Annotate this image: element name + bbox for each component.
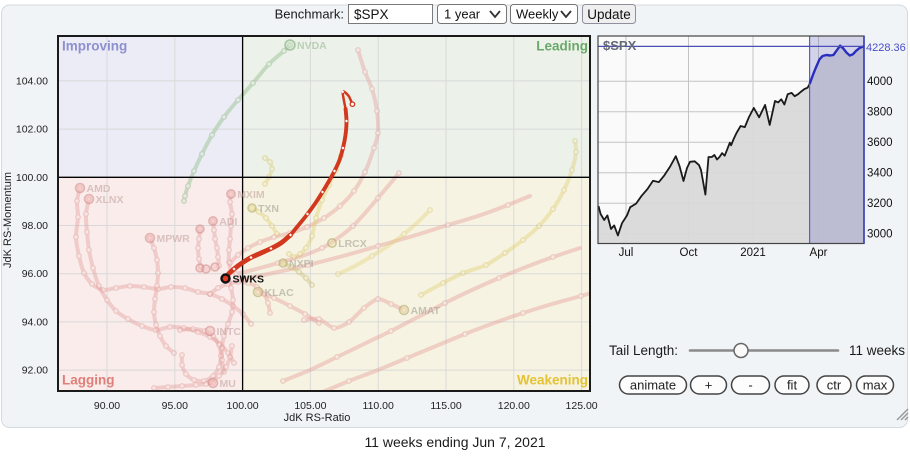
svg-text:+: + (705, 378, 713, 393)
svg-text:ctr: ctr (827, 378, 842, 393)
svg-text:Apr: Apr (810, 247, 828, 259)
svg-text:JdK RS-Ratio: JdK RS-Ratio (284, 412, 351, 424)
svg-text:Leading: Leading (536, 39, 588, 54)
svg-text:11 weeks: 11 weeks (849, 343, 905, 358)
svg-text:Improving: Improving (62, 39, 127, 54)
svg-text:Lagging: Lagging (62, 373, 115, 388)
svg-text:AMD: AMD (87, 183, 111, 195)
svg-text:92.00: 92.00 (22, 365, 48, 377)
svg-text:INTC: INTC (217, 326, 242, 338)
svg-text:3800: 3800 (867, 107, 893, 119)
svg-text:MU: MU (220, 378, 236, 390)
svg-text:96.00: 96.00 (22, 268, 48, 280)
svg-text:-: - (748, 378, 752, 393)
svg-text:3600: 3600 (867, 137, 893, 149)
svg-text:2021: 2021 (740, 247, 766, 259)
svg-text:94.00: 94.00 (22, 316, 48, 328)
svg-text:102.00: 102.00 (16, 124, 48, 136)
svg-text:Weekly: Weekly (516, 7, 559, 22)
svg-text:NXPI: NXPI (289, 258, 314, 270)
svg-text:AMAT: AMAT (411, 305, 441, 317)
svg-text:NVDA: NVDA (297, 40, 327, 52)
svg-text:KLAC: KLAC (265, 287, 295, 299)
svg-text:Benchmark:: Benchmark: (275, 7, 344, 22)
svg-text:XLNX: XLNX (96, 194, 124, 206)
svg-text:90.00: 90.00 (94, 400, 120, 412)
svg-text:3400: 3400 (867, 168, 893, 180)
svg-text:Oct: Oct (680, 247, 699, 259)
svg-text:SWKS: SWKS (233, 274, 265, 286)
svg-text:MXIM: MXIM (237, 189, 265, 201)
svg-text:TXN: TXN (258, 203, 279, 215)
svg-text:$SPX: $SPX (354, 7, 389, 22)
svg-text:104.00: 104.00 (16, 75, 48, 87)
svg-text:MPWR: MPWR (157, 233, 191, 245)
svg-text:98.00: 98.00 (22, 220, 48, 232)
svg-text:JdK RS-Momentum: JdK RS-Momentum (2, 172, 14, 268)
svg-text:Weakening: Weakening (517, 373, 588, 388)
svg-text:11 weeks ending Jun 7, 2021: 11 weeks ending Jun 7, 2021 (364, 434, 545, 450)
svg-text:120.00: 120.00 (498, 400, 530, 412)
svg-text:3200: 3200 (867, 198, 893, 210)
svg-text:LRCX: LRCX (338, 238, 367, 250)
svg-text:max: max (863, 378, 888, 393)
svg-text:105.00: 105.00 (294, 400, 326, 412)
svg-text:3000: 3000 (867, 229, 893, 241)
svg-text:Jul: Jul (619, 247, 634, 259)
svg-text:$SPX: $SPX (603, 38, 637, 53)
svg-text:Tail Length:: Tail Length: (609, 343, 678, 358)
svg-text:110.00: 110.00 (363, 400, 394, 412)
svg-text:100.00: 100.00 (16, 172, 48, 184)
svg-text:animate: animate (630, 378, 676, 393)
svg-text:125.00: 125.00 (566, 400, 598, 412)
svg-text:fit: fit (787, 378, 798, 393)
svg-text:4228.36: 4228.36 (866, 42, 906, 54)
svg-text:4000: 4000 (867, 76, 893, 88)
svg-text:100.00: 100.00 (227, 400, 259, 412)
svg-text:1 year: 1 year (444, 7, 481, 22)
svg-text:ADI: ADI (219, 216, 237, 228)
svg-text:Update: Update (587, 7, 631, 22)
svg-text:95.00: 95.00 (162, 400, 188, 412)
svg-text:115.00: 115.00 (430, 400, 461, 412)
